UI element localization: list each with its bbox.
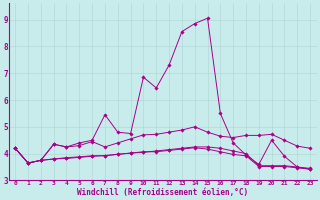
X-axis label: Windchill (Refroidissement éolien,°C): Windchill (Refroidissement éolien,°C) [77, 188, 248, 197]
